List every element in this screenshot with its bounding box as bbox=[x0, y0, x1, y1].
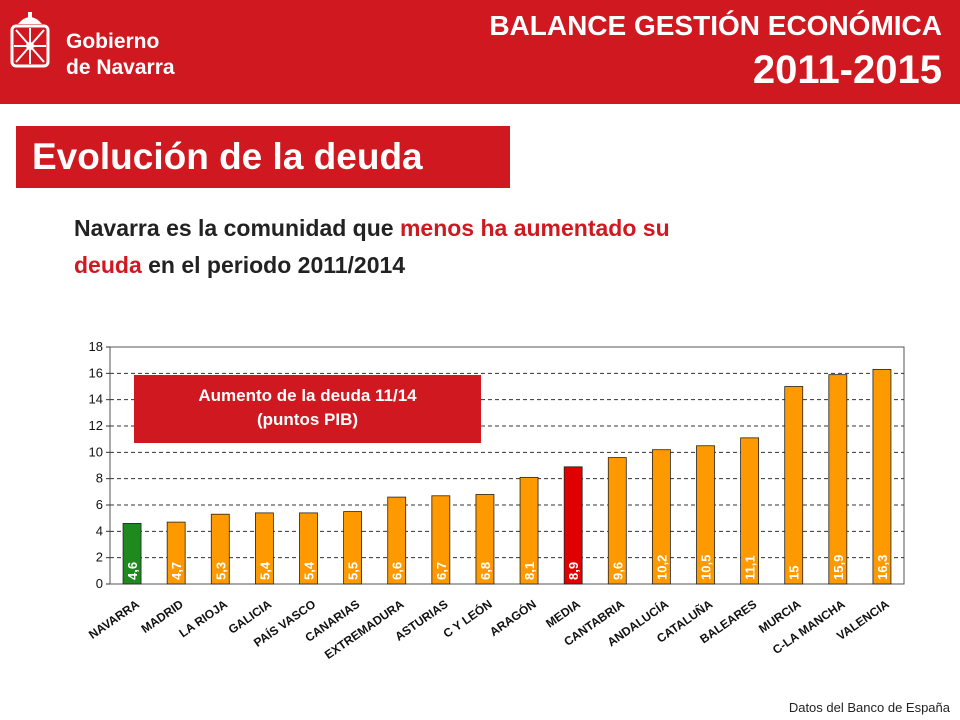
bar-galicia bbox=[254, 512, 274, 585]
bar-value-label: 8,9 bbox=[566, 562, 581, 580]
y-tick-label: 14 bbox=[89, 392, 103, 407]
bar-value-label: 10,5 bbox=[699, 555, 714, 580]
bar-baleares bbox=[740, 437, 760, 585]
header-banner: Gobierno de Navarra BALANCE GESTIÓN ECON… bbox=[0, 0, 960, 104]
bar-asturias bbox=[431, 495, 451, 585]
bar-value-label: 10,2 bbox=[654, 555, 669, 580]
bar-value-label: 16,3 bbox=[875, 555, 890, 580]
bar-pa-s-vasco bbox=[299, 512, 318, 585]
bar-cantabria bbox=[607, 457, 627, 585]
bar-value-label: 8,1 bbox=[522, 562, 537, 580]
x-category-label: C Y LEÓN bbox=[440, 596, 495, 641]
bar-la-rioja bbox=[210, 513, 230, 585]
x-category-label: ARAGÓN bbox=[486, 596, 538, 639]
y-tick-label: 6 bbox=[96, 497, 103, 512]
y-tick-label: 16 bbox=[89, 365, 103, 380]
bar-value-label: 5,4 bbox=[257, 561, 272, 580]
y-tick-label: 18 bbox=[89, 339, 103, 354]
plot-area bbox=[109, 346, 905, 585]
y-tick-label: 2 bbox=[96, 550, 103, 565]
bar-valencia bbox=[872, 368, 892, 585]
bar-madrid bbox=[166, 521, 186, 585]
debt-bar-chart: 0246810121416184,6NAVARRA4,7MADRID5,3LA … bbox=[86, 339, 905, 662]
bar-value-label: 15 bbox=[787, 566, 802, 580]
bar-c-la-mancha bbox=[828, 374, 848, 585]
bar-navarra bbox=[122, 523, 142, 585]
legend-line-1: Aumento de la deuda 11/14 bbox=[198, 386, 417, 405]
y-tick-label: 10 bbox=[89, 444, 103, 459]
x-category-label: NAVARRA bbox=[86, 597, 142, 642]
bar-value-label: 5,3 bbox=[213, 562, 228, 580]
logo-line-2: de Navarra bbox=[66, 56, 175, 79]
y-tick-label: 0 bbox=[96, 576, 103, 591]
section-title: Evolución de la deuda bbox=[16, 126, 510, 188]
bar-value-label: 5,4 bbox=[302, 561, 317, 580]
subtitle: Navarra es la comunidad que menos ha aum… bbox=[74, 210, 714, 284]
bar-value-label: 11,1 bbox=[743, 555, 758, 580]
x-category-label: LA RIOJA bbox=[176, 597, 230, 641]
logo-line-1: Gobierno bbox=[66, 30, 160, 53]
bar-c-y-le-n bbox=[475, 494, 495, 585]
gobierno-de-navarra-logo: Gobierno de Navarra bbox=[8, 10, 208, 90]
legend-line-2: (puntos PIB) bbox=[256, 410, 359, 429]
bar-catalu-a bbox=[696, 445, 715, 585]
navarra-coat-of-arms-icon bbox=[10, 12, 50, 68]
bar-value-label: 6,7 bbox=[434, 562, 449, 580]
bar-value-label: 4,7 bbox=[169, 562, 184, 580]
subtitle-highlight: menos ha aumentado su deuda bbox=[74, 215, 670, 278]
bar-value-label: 9,6 bbox=[610, 562, 625, 580]
bar-canarias bbox=[343, 511, 363, 585]
bar-murcia bbox=[784, 386, 804, 585]
y-tick-label: 12 bbox=[89, 418, 103, 433]
y-tick-label: 4 bbox=[96, 523, 103, 538]
bar-arag-n bbox=[519, 476, 539, 585]
bar-value-label: 5,5 bbox=[346, 562, 361, 580]
bar-value-label: 15,9 bbox=[831, 555, 846, 580]
subtitle-part-2: en el periodo 2011/2014 bbox=[141, 252, 406, 278]
x-category-label: EXTREMADURA bbox=[322, 597, 407, 662]
bar-extremadura bbox=[387, 496, 407, 585]
chart-legend-box: Aumento de la deuda 11/14 (puntos PIB) bbox=[134, 375, 481, 443]
y-tick-label: 8 bbox=[96, 471, 103, 486]
report-years: 2011-2015 bbox=[752, 48, 942, 92]
report-title: BALANCE GESTIÓN ECONÓMICA bbox=[489, 10, 942, 41]
data-source-note: Datos del Banco de España bbox=[788, 700, 950, 715]
bar-value-label: 4,6 bbox=[125, 562, 140, 580]
bar-andaluc-a bbox=[651, 449, 671, 585]
subtitle-part-1: Navarra es la comunidad que bbox=[74, 215, 400, 241]
bar-value-label: 6,6 bbox=[390, 562, 405, 580]
bar-value-label: 6,8 bbox=[478, 562, 493, 580]
bar-media bbox=[563, 466, 583, 585]
